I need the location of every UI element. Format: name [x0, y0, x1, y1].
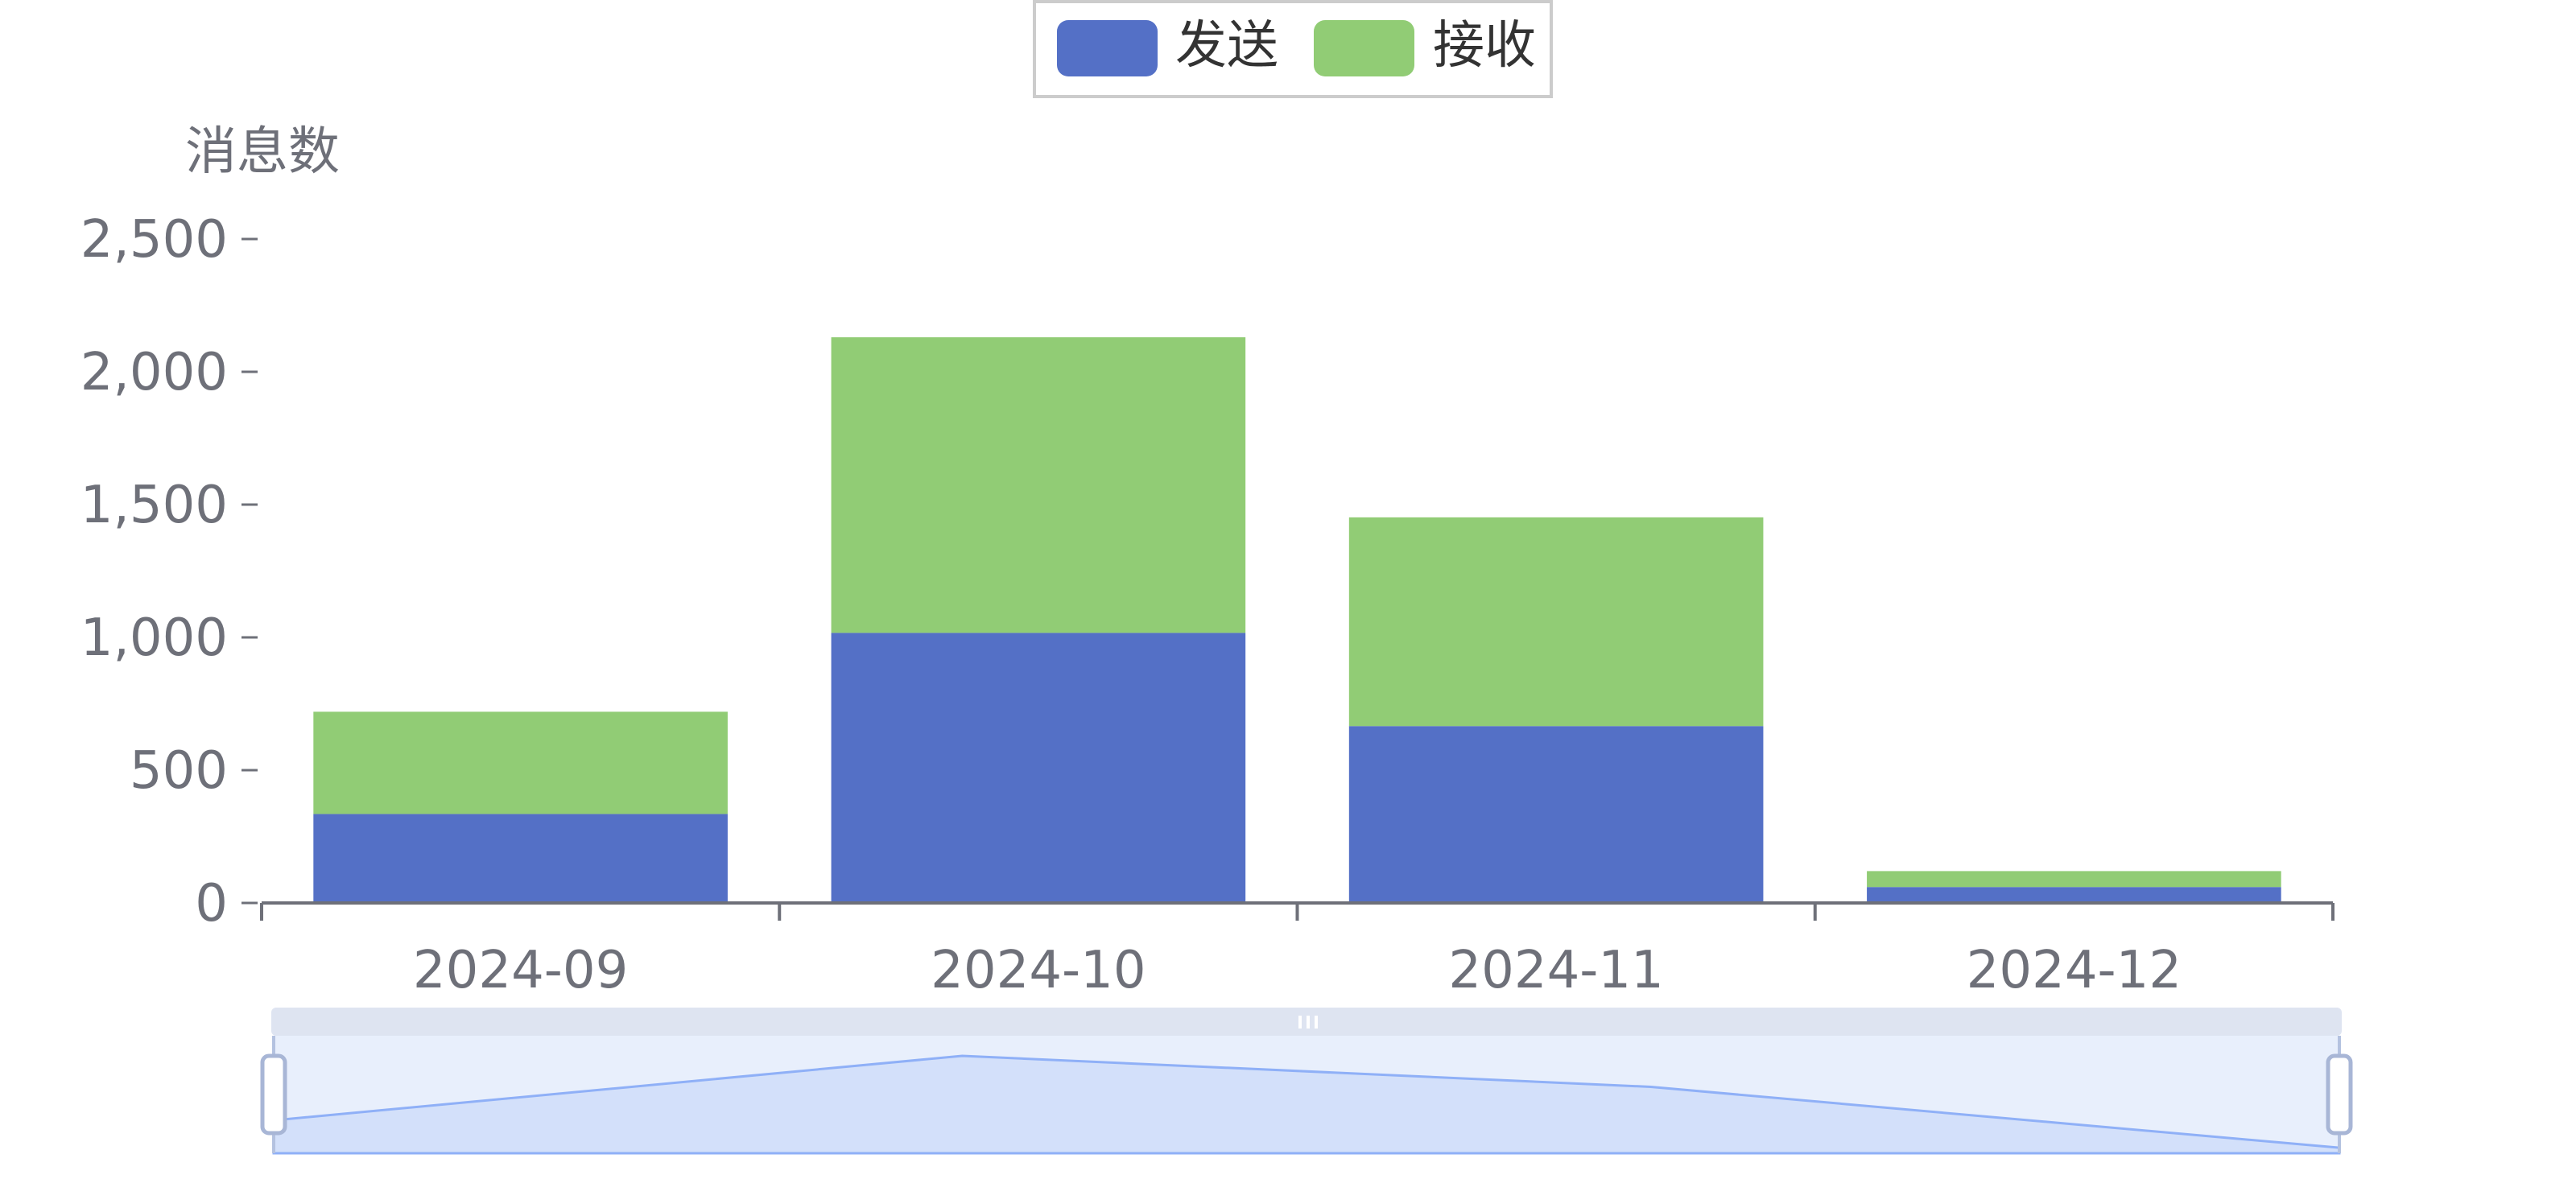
data-zoom-left-handle[interactable] — [260, 1053, 287, 1136]
x-tick-label: 2024-10 — [931, 941, 1146, 1000]
data-zoom-right-handle[interactable] — [2326, 1053, 2353, 1136]
x-tick-label: 2024-12 — [1967, 941, 2182, 1000]
bar-receive-2024-10[interactable] — [831, 337, 1246, 633]
bar-send-2024-12[interactable] — [1867, 887, 2281, 903]
legend-swatch-receive[interactable] — [1314, 20, 1414, 76]
data-zoom-grip-icon[interactable] — [1298, 1016, 1318, 1029]
bar-receive-2024-09[interactable] — [313, 711, 728, 814]
bar-send-2024-09[interactable] — [313, 814, 728, 903]
y-tick-label: 2,500 — [80, 210, 228, 270]
data-zoom-slider[interactable] — [260, 1008, 2353, 1155]
bar-send-2024-11[interactable] — [1348, 726, 1764, 903]
y-axis: 0 500 1,000 1,500 2,000 2,500 — [80, 210, 258, 934]
legend[interactable]: 发送 接收 — [1033, 0, 1553, 98]
bar-send-2024-10[interactable] — [831, 633, 1246, 903]
legend-swatch-send[interactable] — [1057, 20, 1158, 76]
bar-receive-2024-12[interactable] — [1867, 871, 2281, 888]
y-axis-label: 消息数 — [185, 122, 340, 182]
y-tick-label: 500 — [130, 741, 228, 801]
y-tick-label: 2,000 — [80, 343, 228, 402]
x-tick-label: 2024-11 — [1448, 941, 1663, 1000]
legend-label-send[interactable]: 发送 — [1175, 16, 1278, 76]
legend-frame — [1033, 0, 1553, 98]
y-tick-label: 1,500 — [80, 476, 228, 535]
x-tick-label: 2024-09 — [413, 941, 628, 1000]
y-tick-label: 0 — [195, 874, 228, 934]
bar-receive-2024-11[interactable] — [1348, 517, 1764, 727]
y-tick-label: 1,000 — [80, 608, 228, 668]
bar-series — [313, 337, 2281, 903]
x-axis: 2024-09 2024-10 2024-11 2024-12 — [260, 901, 2334, 1000]
legend-label-receive[interactable]: 接收 — [1433, 16, 1536, 76]
